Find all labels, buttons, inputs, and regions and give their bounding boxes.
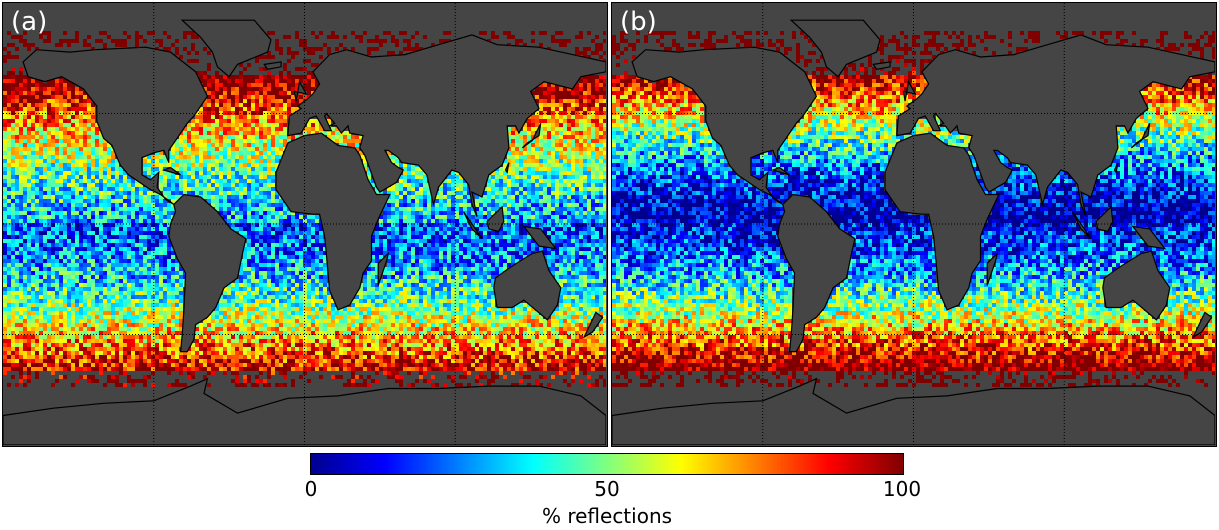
panel-label-b: (b) [620,7,657,37]
colorbar-label: % reflections [541,504,673,528]
panel-label-a: (a) [11,7,48,37]
map-panel-b: (b) [611,2,1217,447]
map-b-plot [612,3,1215,445]
colorbar [310,453,904,475]
map-a-plot [3,3,606,445]
colorbar-tick-50: 50 [594,477,620,501]
colorbar-tick-100: 100 [882,477,922,501]
colorbar-tick-0: 0 [304,477,318,501]
map-panel-a: (a) [2,2,608,447]
